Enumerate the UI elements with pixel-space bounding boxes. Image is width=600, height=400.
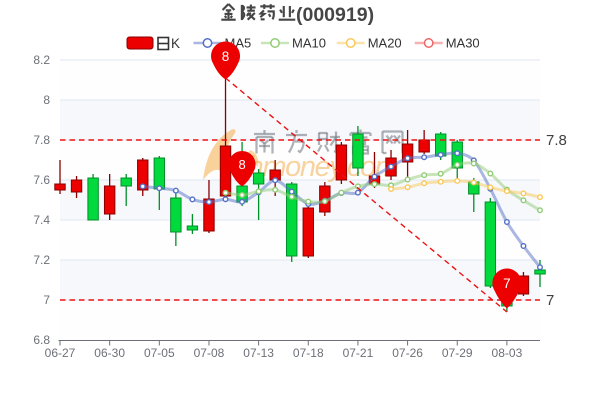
svg-text:07-13: 07-13 bbox=[243, 346, 274, 360]
svg-text:06-27: 06-27 bbox=[45, 346, 76, 360]
svg-text:7.8: 7.8 bbox=[546, 132, 567, 149]
svg-text:08-03: 08-03 bbox=[492, 346, 523, 360]
svg-text:8.2: 8.2 bbox=[33, 53, 50, 67]
svg-text:7.8: 7.8 bbox=[33, 133, 50, 147]
svg-text:7.6: 7.6 bbox=[33, 173, 50, 187]
svg-text:6.8: 6.8 bbox=[33, 333, 50, 347]
svg-text:MA10: MA10 bbox=[292, 36, 326, 51]
svg-text:06-30: 06-30 bbox=[94, 346, 125, 360]
svg-text:07-18: 07-18 bbox=[293, 346, 324, 360]
svg-text:7.2: 7.2 bbox=[33, 253, 50, 267]
svg-text:07-21: 07-21 bbox=[343, 346, 374, 360]
svg-text:07-05: 07-05 bbox=[144, 346, 175, 360]
svg-text:7: 7 bbox=[43, 293, 50, 307]
svg-text:7: 7 bbox=[546, 292, 554, 309]
svg-text:7: 7 bbox=[503, 276, 511, 291]
svg-text:MA30: MA30 bbox=[446, 36, 480, 51]
svg-text:8: 8 bbox=[238, 157, 245, 172]
svg-text:07-29: 07-29 bbox=[442, 346, 473, 360]
svg-text:8: 8 bbox=[222, 49, 230, 64]
svg-text:MA20: MA20 bbox=[368, 36, 402, 51]
svg-text:07-26: 07-26 bbox=[392, 346, 423, 360]
svg-text:7.4: 7.4 bbox=[33, 213, 50, 227]
svg-text:8: 8 bbox=[43, 93, 50, 107]
svg-text:07-08: 07-08 bbox=[194, 346, 225, 360]
svg-text:K: K bbox=[171, 36, 180, 51]
svg-text:(000919): (000919) bbox=[296, 4, 374, 26]
